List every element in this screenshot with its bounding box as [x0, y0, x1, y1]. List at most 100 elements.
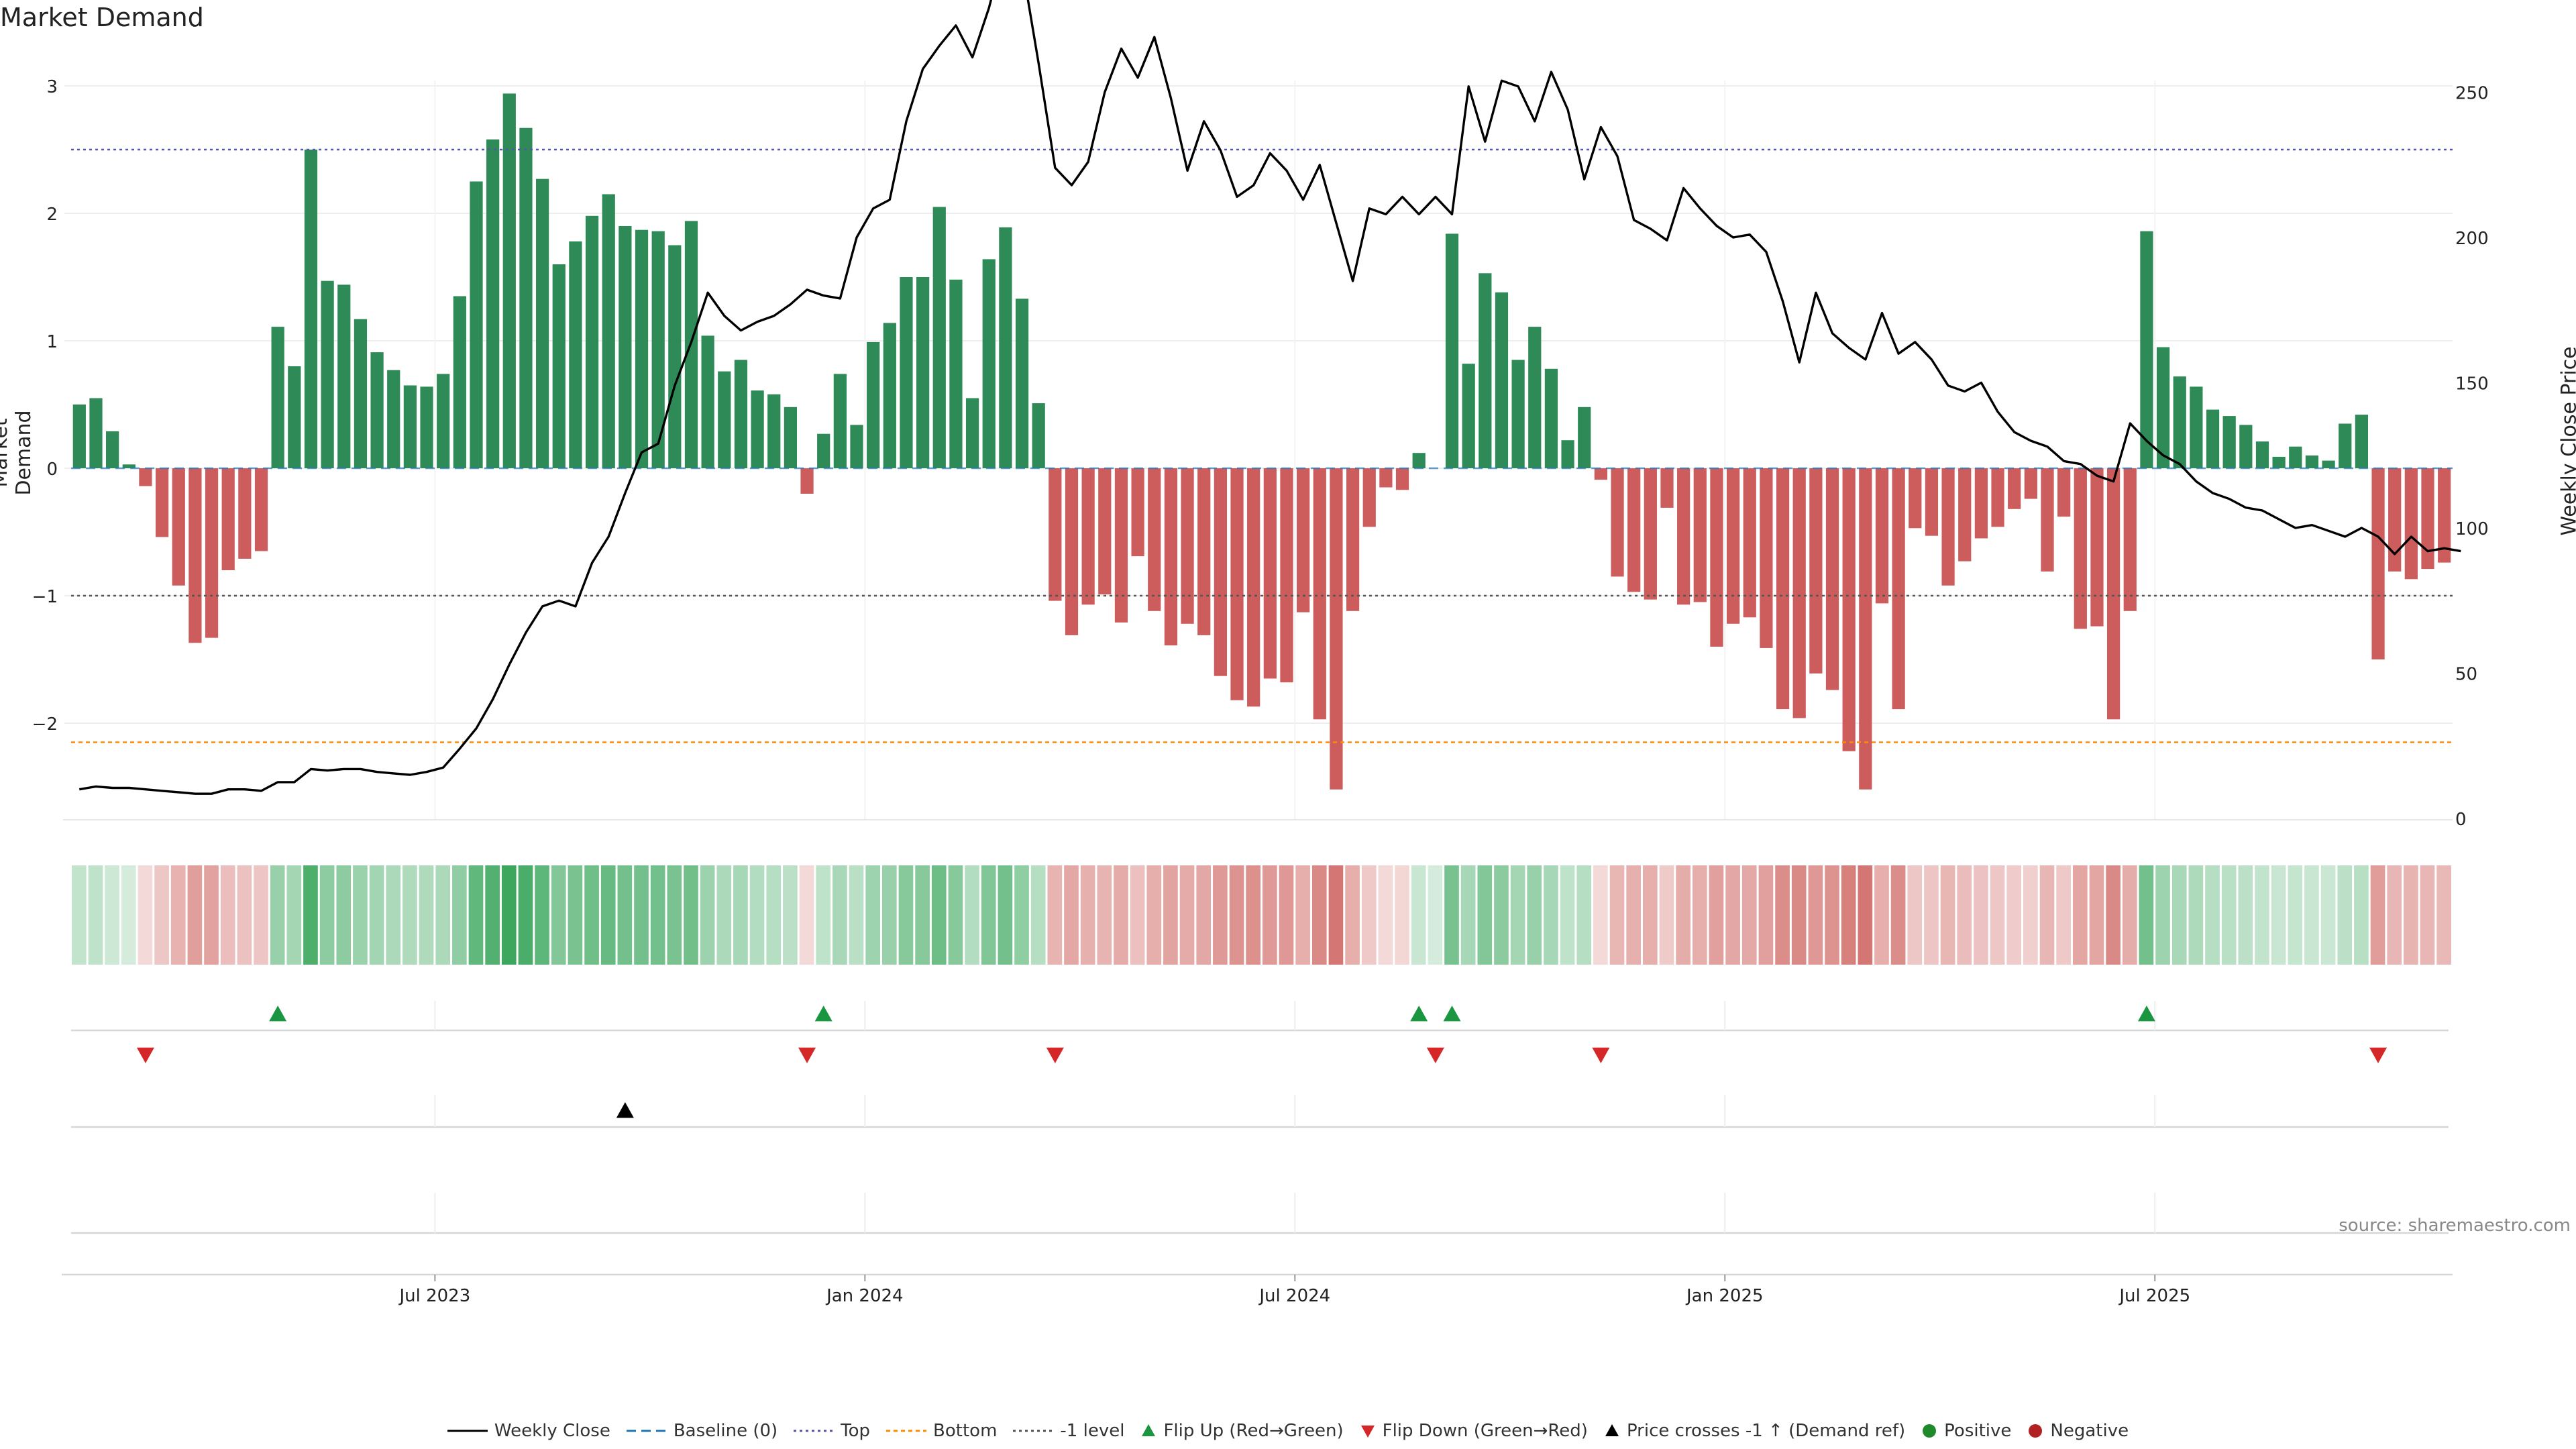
demand-bar — [2239, 425, 2253, 468]
demand-bar — [337, 284, 351, 468]
demand-bar — [1214, 468, 1227, 676]
demand-bar — [205, 468, 219, 638]
demand-bar — [2206, 409, 2220, 468]
demand-bar — [1578, 407, 1591, 468]
heat-cell — [286, 865, 302, 965]
legend-item-top: Top — [794, 1421, 870, 1441]
heat-cell — [1146, 865, 1162, 965]
demand-bar — [1081, 468, 1095, 605]
demand-bar — [437, 374, 450, 468]
legend-label: Flip Down (Green→Red) — [1382, 1421, 1588, 1441]
heat-cell — [1940, 865, 1955, 965]
demand-bar — [387, 370, 400, 468]
flip-down-marker — [1046, 1047, 1064, 1063]
flip-down-marker — [136, 1047, 154, 1063]
heat-cell — [816, 865, 831, 965]
flip-up-marker — [269, 1006, 287, 1022]
heat-cell — [121, 865, 136, 965]
demand-bar — [751, 390, 764, 468]
legend-label: Baseline (0) — [673, 1421, 778, 1441]
demand-bar — [1710, 468, 1723, 647]
right-tick-label: 200 — [2455, 229, 2489, 249]
heat-cell — [2370, 865, 2385, 965]
legend-item-flip-up: Flip Up (Red→Green) — [1140, 1421, 1344, 1441]
heat-cell — [1593, 865, 1608, 965]
heat-cell — [353, 865, 368, 965]
demand-bar — [982, 259, 996, 468]
right-tick-label: 100 — [2455, 519, 2489, 539]
heat-cell — [1477, 865, 1493, 965]
heat-cell — [617, 865, 633, 965]
date-tick-label: Jan 2024 — [825, 1286, 904, 1306]
heat-cell — [700, 865, 715, 965]
legend-swatch-icon — [794, 1424, 835, 1438]
demand-bar — [470, 181, 483, 468]
heat-cell — [1030, 865, 1046, 965]
demand-bar — [767, 394, 781, 468]
heat-cell — [1924, 865, 1939, 965]
demand-bar — [619, 226, 632, 468]
heat-cell — [204, 865, 219, 965]
demand-bar — [1594, 468, 1607, 480]
heat-cell — [1841, 865, 1856, 965]
heat-cell — [998, 865, 1013, 965]
heat-cell — [1527, 865, 1542, 965]
left-tick-label: 2 — [46, 205, 58, 225]
heat-cell — [1957, 865, 1972, 965]
demand-bar — [535, 178, 549, 468]
heat-cell — [435, 865, 451, 965]
demand-bar — [1644, 468, 1657, 600]
demand-bar — [850, 425, 863, 468]
left-tick-label: −1 — [32, 587, 58, 607]
legend-item-negative: Negative — [2027, 1421, 2129, 1441]
demand-bar — [1049, 468, 1062, 601]
axes: 3 2 1 0 −1 −2 250 200 150 100 50 0 — [32, 77, 2489, 830]
flip-up-marker — [1410, 1006, 1428, 1022]
heat-cell — [733, 865, 748, 965]
demand-bar — [502, 93, 516, 468]
legend-swatch-icon — [447, 1424, 488, 1438]
demand-bar — [2123, 468, 2137, 611]
flip-down-marker — [1426, 1047, 1444, 1063]
demand-bar — [2404, 468, 2418, 580]
heat-cell — [2271, 865, 2286, 965]
demand-bar — [569, 241, 582, 468]
heat-cell — [1659, 865, 1674, 965]
heat-cell — [535, 865, 549, 965]
demand-bar — [2255, 441, 2269, 468]
demand-bars — [72, 93, 2451, 790]
demand-bar — [1660, 468, 1674, 508]
heat-cell — [881, 865, 897, 965]
demand-bar — [304, 150, 318, 468]
demand-bar — [668, 245, 682, 468]
price-line-group — [79, 0, 2461, 795]
legend-item-weekly-close: Weekly Close — [447, 1421, 610, 1441]
demand-bar — [1098, 468, 1112, 595]
heat-cell — [2387, 865, 2402, 965]
demand-bar — [2421, 468, 2434, 570]
demand-bar — [254, 468, 268, 551]
demand-bar — [2057, 468, 2071, 517]
demand-bar — [1611, 468, 1624, 577]
demand-bar — [1859, 468, 1872, 790]
heat-cell — [2072, 865, 2088, 965]
demand-bar — [1346, 468, 1360, 611]
left-tick-label: −2 — [32, 714, 58, 735]
demand-bar — [900, 277, 913, 468]
demand-bar — [1842, 468, 1856, 751]
heat-cell — [981, 865, 996, 965]
legend-item-bottom: Bottom — [886, 1421, 997, 1441]
heat-cell — [2023, 865, 2038, 965]
chart-title: Market Demand — [0, 3, 204, 32]
heat-cell — [1328, 865, 1344, 965]
legend: Weekly Close Baseline (0) Top Bottom -1 leve… — [0, 1421, 2576, 1441]
legend-swatch-icon — [1604, 1423, 1620, 1439]
heat-cell — [468, 865, 484, 965]
weekly-close-line — [79, 0, 2461, 795]
legend-swatch-icon — [1013, 1424, 1054, 1438]
legend-swatch-icon — [2027, 1423, 2043, 1439]
right-tick-label: 50 — [2455, 665, 2477, 685]
heat-cell — [105, 865, 119, 965]
demand-bar — [1462, 364, 1475, 468]
demand-bar — [1015, 299, 1029, 468]
